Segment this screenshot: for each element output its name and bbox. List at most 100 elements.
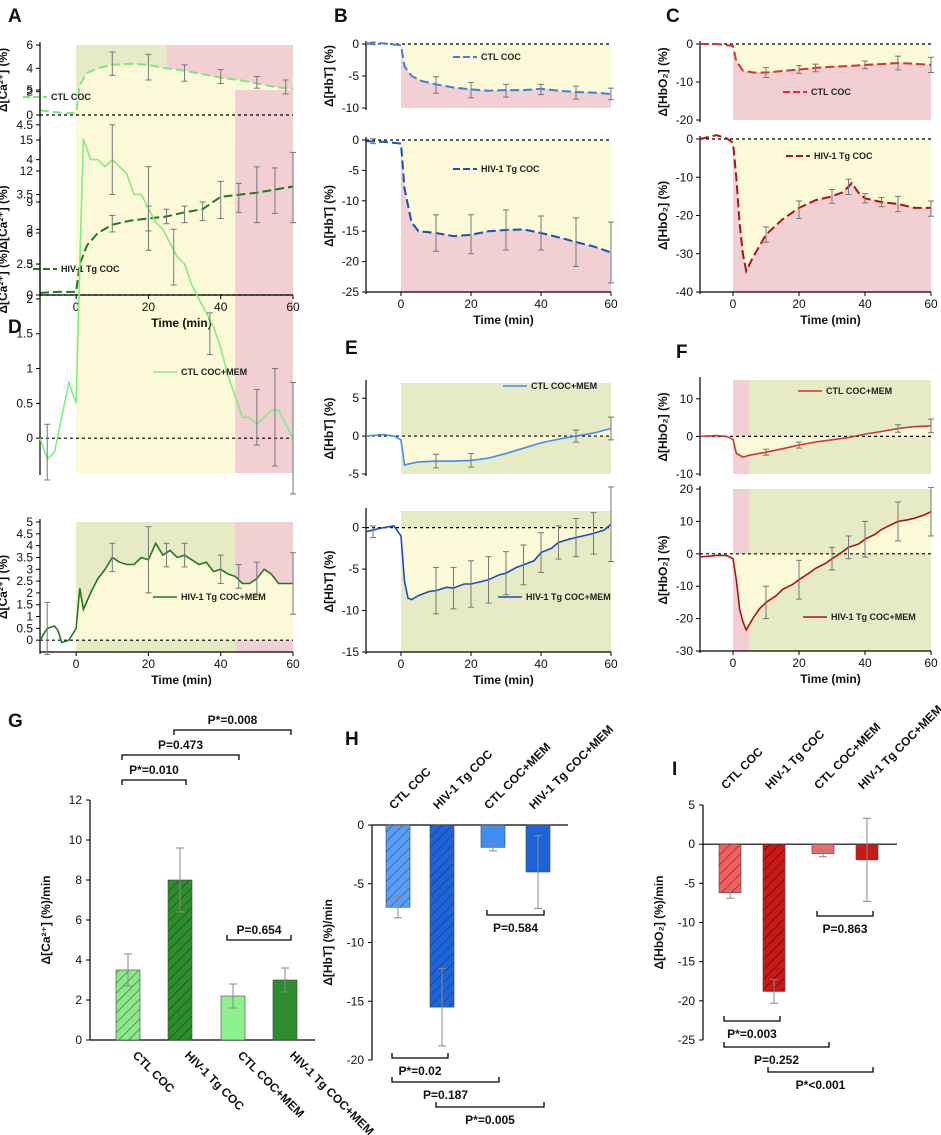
- y-tick-label: -10: [347, 936, 365, 950]
- y-tick-label: 8: [75, 873, 82, 887]
- y-tick-label: -30: [676, 247, 694, 261]
- y-tick-label: 0: [352, 37, 359, 51]
- x-axis-label: Time (min): [800, 672, 860, 686]
- x-axis-label: Time (min): [473, 313, 533, 327]
- y-tick-label: -20: [342, 255, 360, 269]
- shade-band: [749, 380, 931, 474]
- x-tick-label: 0: [730, 656, 737, 670]
- x-axis-label: Time (min): [151, 316, 211, 330]
- x-tick-label: 20: [792, 297, 806, 311]
- legend-label: HIV-1 Tg COC: [814, 151, 873, 161]
- y-tick-label: -20: [678, 994, 696, 1008]
- y-tick-label: 0: [26, 431, 33, 445]
- y-axis-label: Δ[Ca²⁺] (%): [0, 555, 10, 619]
- y-tick-label: -5: [348, 467, 359, 481]
- p-value-label: P*<0.001: [796, 1078, 846, 1092]
- y-tick-label: 12: [69, 793, 83, 807]
- y-tick-label: -5: [348, 562, 359, 576]
- comparison-bracket: [723, 1016, 781, 1022]
- bar: [762, 843, 786, 992]
- y-axis-label: Δ[HbO₂] (%): [656, 181, 670, 250]
- y-tick-label: -20: [676, 612, 694, 626]
- y-tick-label: -20: [676, 113, 694, 127]
- p-value-label: P*=0.010: [129, 763, 179, 777]
- panel-letter-f: F: [676, 342, 688, 363]
- category-label: HIV-1 Tg COC+MEM: [855, 702, 941, 792]
- panel-f: 10 0 -10 Δ[HbO₂] (%) CTL COC+MEM: [656, 377, 934, 481]
- y-tick-label: 2: [75, 993, 82, 1007]
- x-tick-label: 40: [858, 656, 872, 670]
- y-tick-label: 0: [686, 132, 693, 146]
- p-value-label: P=0.654: [236, 923, 281, 937]
- y-tick-label: 9: [26, 195, 33, 209]
- y-tick-label: 1.5: [16, 327, 33, 341]
- y-tick-label: -5: [684, 876, 695, 890]
- panel-e2: 0 -5 -10 -15 Δ[HbT] (%) 0 20 40 60 Time (min) HIV-…: [322, 486, 618, 687]
- panel-letter-g: G: [8, 711, 23, 732]
- y-tick-label: 0: [688, 837, 695, 851]
- panel-letter-e: E: [345, 338, 358, 359]
- y-tick-label: 3.5: [16, 187, 33, 201]
- y-tick-label: 0: [686, 547, 693, 561]
- x-tick-label: 40: [534, 297, 548, 311]
- series-line: [39, 541, 293, 644]
- category-label: CTL COC: [130, 1048, 178, 1096]
- panel-letter-a: A: [8, 6, 22, 27]
- series-line: [699, 510, 932, 632]
- y-tick-label: 0.5: [16, 621, 33, 635]
- y-tick-label: -10: [678, 916, 696, 930]
- series-line: [365, 523, 612, 601]
- bar: [718, 843, 742, 894]
- panel-a: 0 2 4 6 Δ[Ca²⁺] (%) CTL COC: [0, 38, 294, 122]
- y-tick-label: -15: [678, 955, 696, 969]
- y-tick-label: 4: [26, 539, 33, 553]
- y-tick-label: 0.5: [16, 396, 33, 410]
- y-tick-label: 3: [26, 222, 33, 236]
- y-axis-label: Δ[HbT] (%): [322, 398, 336, 460]
- y-tick-label: 0: [686, 429, 693, 443]
- y-axis-label: Δ[Ca²⁺] (%): [0, 185, 10, 249]
- y-tick-label: -5: [353, 877, 364, 891]
- y-tick-label: 6: [26, 38, 33, 52]
- x-tick-label: 40: [214, 300, 228, 314]
- p-value-label: P=0.584: [493, 921, 538, 935]
- x-tick-label: 20: [792, 656, 806, 670]
- x-tick-label: 0: [73, 657, 80, 671]
- y-tick-label: 20: [680, 482, 694, 496]
- y-tick-label: 2: [26, 586, 33, 600]
- y-axis-label: Δ[HbO₂] (%): [656, 47, 670, 116]
- series-line: [366, 42, 612, 95]
- y-tick-label: 0: [352, 133, 359, 147]
- y-tick-label: 0: [26, 288, 33, 302]
- y-tick-label: 0: [352, 521, 359, 535]
- y-axis-label: Δ[HbO₂] (%): [656, 535, 670, 604]
- series-line: [700, 43, 932, 74]
- y-tick-label: 0: [357, 818, 364, 832]
- y-tick-label: 2: [26, 85, 33, 99]
- x-tick-label: 20: [464, 297, 478, 311]
- panel-i: 5 0 -5 -10 -15 -20 -25 Δ[HbO₂] (%)/min CTL COC HI…: [652, 702, 941, 1092]
- y-axis-label: Δ[HbT] (%): [322, 45, 336, 107]
- y-tick-label: -10: [676, 75, 694, 89]
- shade-band: [733, 139, 931, 271]
- series-line: [39, 138, 294, 461]
- x-tick-label: 60: [604, 297, 618, 311]
- comparison-bracket: [226, 935, 292, 941]
- y-tick-label: 3: [26, 257, 33, 271]
- panel-e: 5 0 -5 Δ[HbT] (%) CTL COC+MEM: [322, 380, 614, 481]
- p-value-label: P*=0.003: [727, 1027, 777, 1041]
- y-tick-label: 4: [75, 953, 82, 967]
- y-tick-label: -25: [678, 1033, 696, 1047]
- y-tick-label: 1: [26, 610, 33, 624]
- y-tick-label: 5: [26, 515, 33, 529]
- y-tick-label: 2.5: [16, 257, 33, 271]
- y-tick-label: -10: [676, 170, 694, 184]
- comparison-bracket: [767, 1067, 874, 1073]
- legend-label: CTL COC+MEM: [531, 381, 597, 391]
- series-line: [699, 134, 931, 275]
- y-tick-label: 0: [75, 1033, 82, 1047]
- shade-band: [76, 543, 293, 641]
- comparison-bracket: [391, 1053, 449, 1059]
- panel-letter-i: I: [672, 759, 677, 780]
- y-axis-label: Δ[HbT] (%): [322, 551, 336, 613]
